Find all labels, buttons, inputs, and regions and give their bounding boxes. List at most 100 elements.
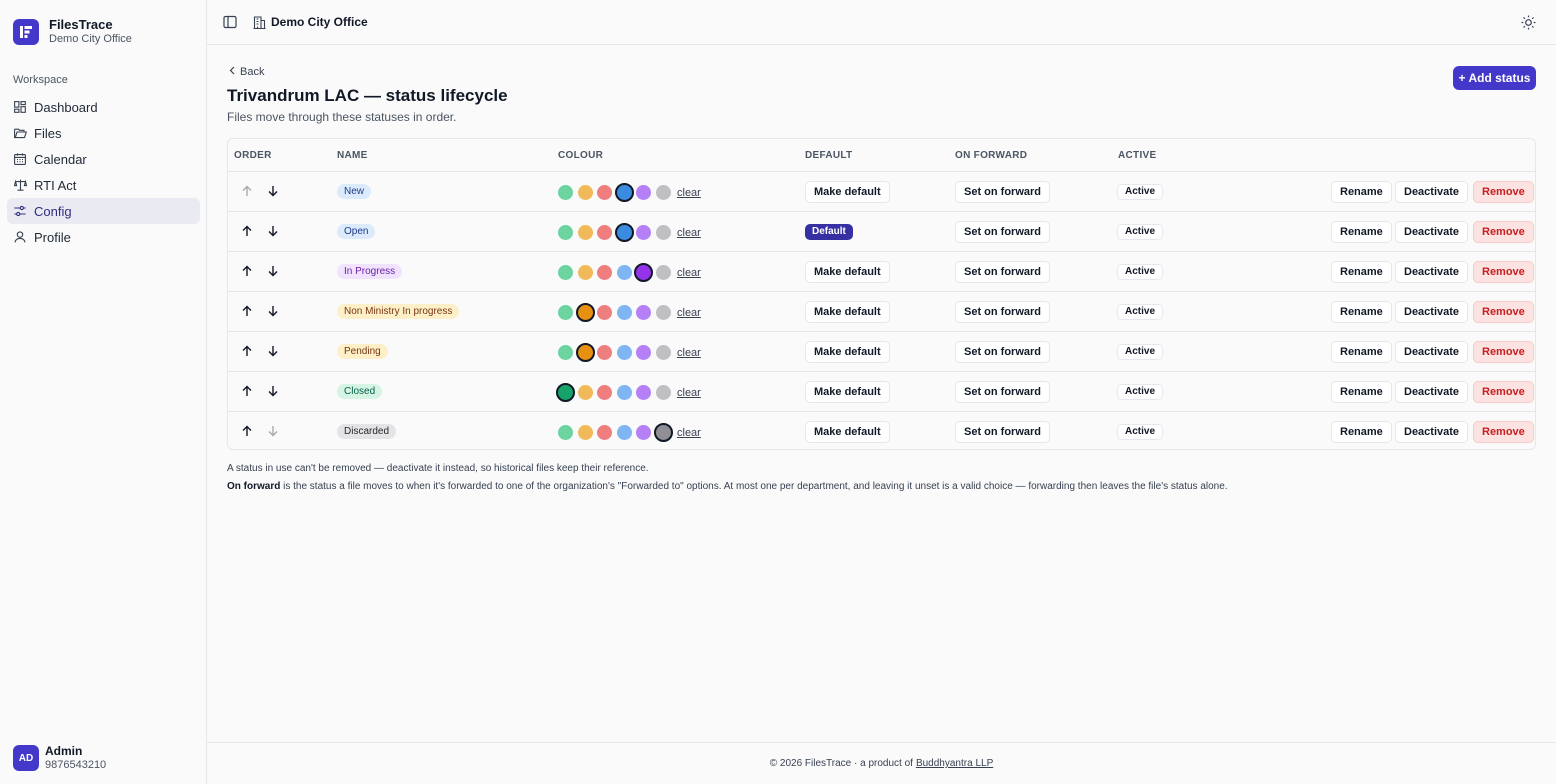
colour-swatch[interactable]: [577, 425, 593, 440]
clear-colour-link[interactable]: clear: [677, 186, 701, 199]
sidebar-item-rti-act[interactable]: RTI Act: [7, 172, 200, 198]
colour-swatch[interactable]: [558, 345, 573, 360]
clear-colour-link[interactable]: clear: [677, 346, 701, 359]
colour-swatch[interactable]: [636, 225, 651, 240]
colour-swatch[interactable]: [655, 305, 671, 320]
colour-swatch[interactable]: [655, 345, 671, 360]
colour-swatch[interactable]: [636, 385, 651, 400]
sidebar-item-config[interactable]: Config: [7, 198, 200, 224]
colour-swatch[interactable]: [558, 225, 573, 240]
colour-swatch[interactable]: [577, 265, 593, 280]
sidebar-item-files[interactable]: Files: [7, 120, 200, 146]
remove-button[interactable]: Remove: [1473, 381, 1534, 403]
deactivate-button[interactable]: Deactivate: [1395, 221, 1469, 243]
colour-swatch[interactable]: [575, 343, 595, 362]
remove-button[interactable]: Remove: [1473, 181, 1534, 203]
sidebar-item-dashboard[interactable]: Dashboard: [7, 94, 200, 120]
colour-swatch[interactable]: [614, 223, 634, 242]
colour-swatch[interactable]: [558, 185, 573, 200]
colour-swatch[interactable]: [577, 225, 593, 240]
colour-swatch[interactable]: [597, 225, 612, 240]
add-status-button[interactable]: + Add status: [1453, 66, 1536, 90]
colour-swatch[interactable]: [636, 185, 651, 200]
rename-button[interactable]: Rename: [1331, 341, 1392, 363]
move-down-icon[interactable]: [266, 184, 280, 198]
remove-button[interactable]: Remove: [1473, 301, 1534, 323]
rename-button[interactable]: Rename: [1331, 221, 1392, 243]
rename-button[interactable]: Rename: [1331, 261, 1392, 283]
footer-company-link[interactable]: Buddhyantra LLP: [915, 758, 994, 769]
set-on-forward-button[interactable]: Set on forward: [955, 381, 1051, 403]
set-on-forward-button[interactable]: Set on forward: [955, 421, 1051, 443]
move-up-icon[interactable]: [240, 224, 254, 238]
clear-colour-link[interactable]: clear: [677, 386, 701, 399]
deactivate-button[interactable]: Deactivate: [1395, 301, 1469, 323]
colour-swatch[interactable]: [616, 305, 632, 320]
colour-swatch[interactable]: [597, 385, 612, 400]
colour-swatch[interactable]: [577, 185, 593, 200]
colour-swatch[interactable]: [558, 305, 573, 320]
brand[interactable]: FilesTrace Demo City Office: [13, 17, 132, 46]
colour-swatch[interactable]: [575, 303, 595, 322]
rename-button[interactable]: Rename: [1331, 421, 1392, 443]
make-default-button[interactable]: Make default: [805, 181, 890, 203]
rename-button[interactable]: Rename: [1331, 381, 1392, 403]
make-default-button[interactable]: Make default: [805, 381, 890, 403]
sun-icon[interactable]: [1521, 15, 1536, 30]
colour-swatch[interactable]: [655, 225, 671, 240]
move-down-icon[interactable]: [266, 344, 280, 358]
deactivate-button[interactable]: Deactivate: [1395, 381, 1469, 403]
colour-swatch[interactable]: [655, 385, 671, 400]
set-on-forward-button[interactable]: Set on forward: [955, 341, 1051, 363]
colour-swatch[interactable]: [558, 265, 573, 280]
remove-button[interactable]: Remove: [1473, 261, 1534, 283]
sidebar-item-profile[interactable]: Profile: [7, 224, 200, 250]
user-menu[interactable]: AD Admin 9876543210: [13, 744, 106, 772]
deactivate-button[interactable]: Deactivate: [1395, 421, 1469, 443]
colour-swatch[interactable]: [655, 265, 671, 280]
set-on-forward-button[interactable]: Set on forward: [955, 221, 1051, 243]
colour-swatch[interactable]: [636, 305, 651, 320]
colour-swatch[interactable]: [616, 425, 632, 440]
colour-swatch[interactable]: [597, 425, 612, 440]
move-up-icon[interactable]: [240, 304, 254, 318]
rename-button[interactable]: Rename: [1331, 181, 1392, 203]
clear-colour-link[interactable]: clear: [677, 226, 701, 239]
set-on-forward-button[interactable]: Set on forward: [955, 181, 1051, 203]
sidebar-toggle-icon[interactable]: [223, 15, 237, 29]
move-down-icon[interactable]: [266, 264, 280, 278]
move-down-icon[interactable]: [266, 304, 280, 318]
back-link[interactable]: Back: [229, 66, 264, 78]
remove-button[interactable]: Remove: [1473, 221, 1534, 243]
colour-swatch[interactable]: [597, 345, 612, 360]
colour-swatch[interactable]: [597, 265, 612, 280]
colour-swatch[interactable]: [558, 425, 573, 440]
clear-colour-link[interactable]: clear: [677, 306, 701, 319]
colour-swatch[interactable]: [616, 265, 632, 280]
make-default-button[interactable]: Make default: [805, 421, 890, 443]
clear-colour-link[interactable]: clear: [677, 426, 701, 439]
clear-colour-link[interactable]: clear: [677, 266, 701, 279]
deactivate-button[interactable]: Deactivate: [1395, 341, 1469, 363]
make-default-button[interactable]: Make default: [805, 261, 890, 283]
deactivate-button[interactable]: Deactivate: [1395, 181, 1469, 203]
colour-swatch[interactable]: [616, 385, 632, 400]
move-up-icon[interactable]: [240, 384, 254, 398]
colour-swatch[interactable]: [653, 423, 673, 442]
remove-button[interactable]: Remove: [1473, 341, 1534, 363]
colour-swatch[interactable]: [616, 345, 632, 360]
move-up-icon[interactable]: [240, 424, 254, 438]
remove-button[interactable]: Remove: [1473, 421, 1534, 443]
set-on-forward-button[interactable]: Set on forward: [955, 261, 1051, 283]
move-down-icon[interactable]: [266, 384, 280, 398]
move-up-icon[interactable]: [240, 264, 254, 278]
move-up-icon[interactable]: [240, 344, 254, 358]
make-default-button[interactable]: Make default: [805, 341, 890, 363]
colour-swatch[interactable]: [636, 345, 651, 360]
rename-button[interactable]: Rename: [1331, 301, 1392, 323]
colour-swatch[interactable]: [636, 425, 651, 440]
colour-swatch[interactable]: [655, 185, 671, 200]
deactivate-button[interactable]: Deactivate: [1395, 261, 1469, 283]
colour-swatch[interactable]: [634, 263, 653, 282]
colour-swatch[interactable]: [614, 183, 634, 202]
